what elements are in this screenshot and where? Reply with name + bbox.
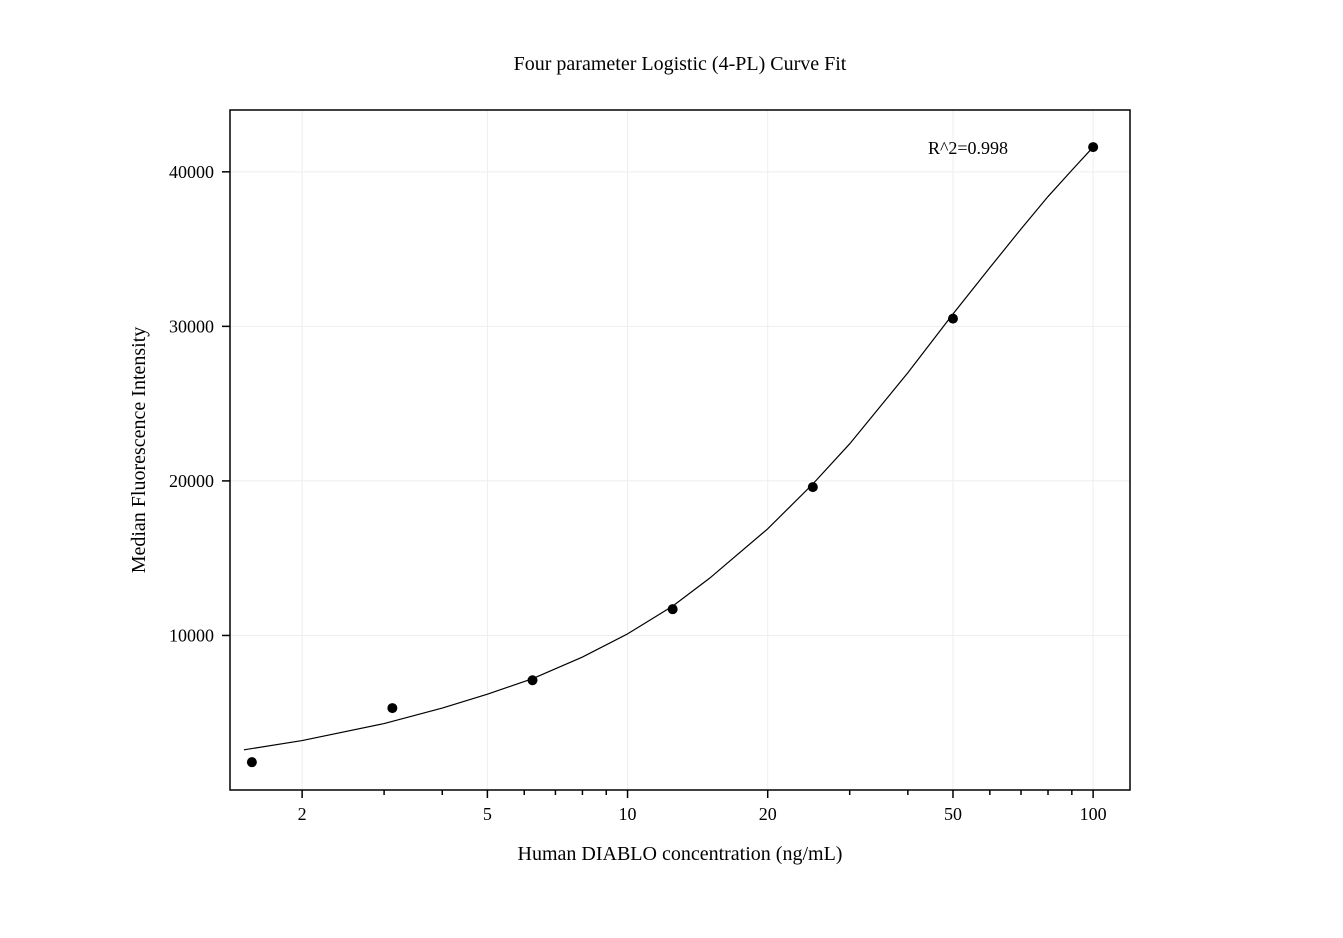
x-tick-label: 10 [619,804,637,824]
plot-border [230,110,1130,790]
data-point [528,675,538,685]
y-tick-label: 30000 [169,316,214,336]
x-tick-label: 100 [1080,804,1107,824]
data-point [668,604,678,614]
x-tick-label: 2 [298,804,307,824]
data-point [1088,142,1098,152]
r-squared-annotation: R^2=0.998 [928,138,1008,158]
x-axis-label: Human DIABLO concentration (ng/mL) [518,843,843,865]
data-point [948,314,958,324]
data-point [387,703,397,713]
y-tick-label: 40000 [169,162,214,182]
x-tick-label: 5 [483,804,492,824]
x-tick-label: 50 [944,804,962,824]
x-tick-label: 20 [759,804,777,824]
y-axis-label: Median Fluorescence Intensity [128,327,150,574]
chart-title: Four parameter Logistic (4-PL) Curve Fit [514,53,847,75]
chart-container: 2 5 10 20 50 100 10000 20000 30000 40000 Four para… [0,0,1343,938]
y-tick-label: 10000 [169,625,214,645]
y-tick-label: 20000 [169,471,214,491]
fit-curve [244,147,1093,750]
data-point [247,757,257,767]
chart-svg: 2 5 10 20 50 100 10000 20000 30000 40000 Four para… [0,0,1343,938]
data-point [808,482,818,492]
